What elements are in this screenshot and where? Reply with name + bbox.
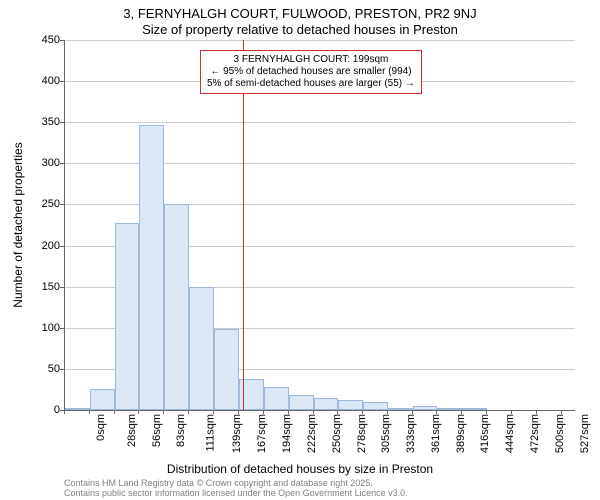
- histogram-bar: [214, 329, 238, 410]
- x-tick-label: 527sqm: [579, 414, 591, 453]
- histogram-bar: [462, 408, 487, 410]
- x-tick-label: 28sqm: [126, 414, 138, 447]
- y-tick-mark: [60, 40, 64, 41]
- x-tick-label: 305sqm: [380, 414, 392, 453]
- y-tick-mark: [60, 246, 64, 247]
- y-tick-label: 300: [20, 157, 60, 169]
- annotation-line: 3 FERNYHALGH COURT: 199sqm: [207, 54, 415, 66]
- y-tick-label: 100: [20, 322, 60, 334]
- x-tick-label: 83sqm: [175, 414, 187, 447]
- histogram-bar: [115, 223, 139, 410]
- histogram-bar: [90, 389, 115, 410]
- x-tick-mark: [64, 410, 65, 414]
- x-tick-label: 222sqm: [306, 414, 318, 453]
- x-tick-label: 56sqm: [151, 414, 163, 447]
- y-tick-label: 350: [20, 116, 60, 128]
- histogram-bar: [338, 400, 363, 410]
- x-tick-mark: [89, 410, 90, 414]
- x-tick-label: 139sqm: [232, 414, 244, 453]
- y-tick-mark: [60, 328, 64, 329]
- x-tick-label: 333sqm: [405, 414, 417, 453]
- x-tick-mark: [511, 410, 512, 414]
- histogram-bar: [264, 387, 289, 410]
- x-tick-mark: [486, 410, 487, 414]
- y-tick-label: 200: [20, 240, 60, 252]
- x-tick-mark: [188, 410, 189, 414]
- x-tick-mark: [138, 410, 139, 414]
- y-tick-mark: [60, 163, 64, 164]
- x-tick-label: 194sqm: [281, 414, 293, 453]
- x-tick-mark: [436, 410, 437, 414]
- x-tick-mark: [213, 410, 214, 414]
- annotation-box: 3 FERNYHALGH COURT: 199sqm← 95% of detac…: [200, 50, 422, 94]
- footer: Contains HM Land Registry data © Crown c…: [64, 478, 408, 499]
- x-tick-label: 167sqm: [257, 414, 269, 453]
- x-tick-label: 361sqm: [430, 414, 442, 453]
- y-tick-label: 150: [20, 281, 60, 293]
- histogram-bar: [363, 402, 388, 410]
- y-tick-label: 50: [20, 363, 60, 375]
- x-tick-mark: [238, 410, 239, 414]
- x-tick-mark: [561, 410, 562, 414]
- histogram-bar: [65, 408, 90, 410]
- y-tick-mark: [60, 369, 64, 370]
- y-tick-label: 450: [20, 34, 60, 46]
- annotation-line: ← 95% of detached houses are smaller (99…: [207, 66, 415, 78]
- x-tick-mark: [387, 410, 388, 414]
- y-tick-mark: [60, 287, 64, 288]
- histogram-bar: [139, 125, 164, 410]
- x-tick-label: 389sqm: [455, 414, 467, 453]
- x-tick-mark: [288, 410, 289, 414]
- histogram-bar: [388, 408, 413, 410]
- histogram-bar: [314, 398, 338, 410]
- x-tick-label: 0sqm: [95, 414, 107, 441]
- gridline: [65, 122, 575, 123]
- y-tick-label: 250: [20, 198, 60, 210]
- chart-title-line1: 3, FERNYHALGH COURT, FULWOOD, PRESTON, P…: [0, 6, 600, 21]
- x-axis-label: Distribution of detached houses by size …: [0, 462, 600, 476]
- y-tick-label: 400: [20, 75, 60, 87]
- footer-line2: Contains public sector information licen…: [64, 488, 408, 498]
- x-tick-mark: [114, 410, 115, 414]
- chart-title-line2: Size of property relative to detached ho…: [0, 22, 600, 37]
- annotation-line: 5% of semi-detached houses are larger (5…: [207, 78, 415, 90]
- y-tick-mark: [60, 122, 64, 123]
- x-tick-mark: [337, 410, 338, 414]
- x-tick-mark: [163, 410, 164, 414]
- y-tick-mark: [60, 204, 64, 205]
- x-tick-label: 416sqm: [479, 414, 491, 453]
- x-tick-label: 444sqm: [504, 414, 516, 453]
- y-tick-label: 0: [20, 404, 60, 416]
- x-tick-label: 278sqm: [356, 414, 368, 453]
- histogram-bar: [164, 204, 189, 410]
- histogram-bar: [437, 408, 462, 410]
- x-tick-mark: [412, 410, 413, 414]
- x-tick-label: 111sqm: [205, 414, 217, 452]
- x-tick-label: 250sqm: [331, 414, 343, 453]
- x-tick-mark: [362, 410, 363, 414]
- x-tick-mark: [461, 410, 462, 414]
- marker-line: [243, 40, 244, 410]
- chart-container: 3, FERNYHALGH COURT, FULWOOD, PRESTON, P…: [0, 0, 600, 500]
- histogram-bar: [189, 287, 214, 410]
- x-tick-mark: [263, 410, 264, 414]
- gridline: [65, 40, 575, 41]
- histogram-bar: [413, 406, 437, 410]
- x-tick-label: 472sqm: [529, 414, 541, 453]
- x-tick-mark: [536, 410, 537, 414]
- plot-area: [64, 40, 575, 411]
- histogram-bar: [289, 395, 314, 410]
- x-tick-mark: [313, 410, 314, 414]
- footer-line1: Contains HM Land Registry data © Crown c…: [64, 478, 408, 488]
- x-tick-label: 500sqm: [555, 414, 567, 453]
- y-tick-mark: [60, 81, 64, 82]
